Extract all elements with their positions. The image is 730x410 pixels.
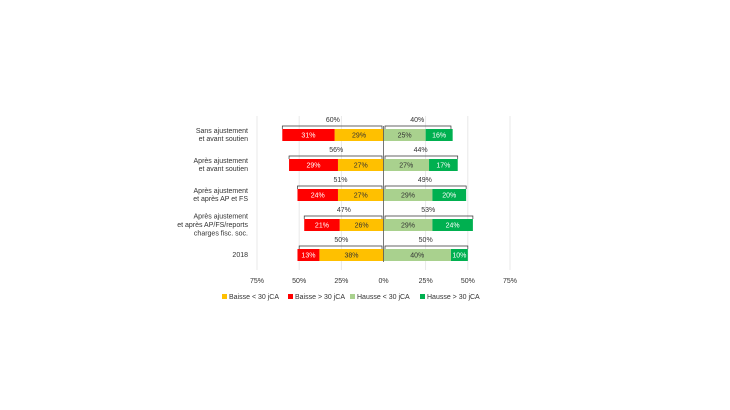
value-label: 29% [306,162,320,169]
total-label: 40% [410,117,424,124]
x-tick-label: 75% [503,278,517,285]
value-label: 24% [446,222,460,229]
value-label: 27% [399,162,413,169]
value-label: 13% [301,252,315,259]
bar-segment [297,249,320,261]
bar-segment [282,129,335,141]
category-label: 2018 [232,252,248,259]
bar-segment [289,159,338,171]
value-label: 24% [311,192,325,199]
bar-segment [429,159,458,171]
bar-segment [337,159,384,171]
x-tick-label: 75% [250,278,264,285]
legend-swatch [288,294,293,299]
legend-label: Baisse < 30 jCA [229,294,279,301]
bar-segment [450,249,468,261]
value-label: 38% [344,252,358,259]
legend-label: Hausse < 30 jCA [357,294,410,301]
value-label: 16% [432,132,446,139]
category-label: Après ajustement et après AP et FS [193,188,248,203]
bar-segment [383,159,430,171]
bar-segment [334,129,384,141]
total-bracket [297,185,383,189]
total-bracket [384,185,467,189]
total-bracket [384,245,469,249]
bar-segment [383,219,433,231]
value-label: 20% [442,192,456,199]
x-tick-label: 0% [378,278,388,285]
x-tick-label: 25% [334,278,348,285]
bar-segment [432,219,473,231]
bar-segment [383,189,433,201]
x-tick-label: 50% [461,278,475,285]
legend-swatch [350,294,355,299]
total-label: 49% [418,177,432,184]
value-label: 10% [452,252,466,259]
total-label: 50% [334,237,348,244]
value-label: 25% [398,132,412,139]
value-label: 40% [410,252,424,259]
bar-segment [425,129,453,141]
bar-segment [383,129,426,141]
bar-segment [337,189,384,201]
total-label: 56% [329,147,343,154]
bar-segment [297,189,338,201]
bar-segment [383,249,451,261]
bar-segment [339,219,384,231]
x-tick-label: 25% [419,278,433,285]
total-label: 50% [419,237,433,244]
legend-label: Baisse > 30 jCA [295,294,345,301]
total-bracket [288,155,383,159]
x-tick-label: 50% [292,278,306,285]
value-label: 29% [401,222,415,229]
total-label: 47% [337,207,351,214]
total-bracket [384,155,459,159]
total-bracket [281,125,383,129]
legend-label: Hausse > 30 jCA [427,294,480,301]
value-label: 27% [354,192,368,199]
value-label: 17% [436,162,450,169]
total-bracket [298,245,383,249]
category-label: Sans ajustement et avant soutien [196,128,248,143]
value-label: 26% [355,222,369,229]
legend-swatch [222,294,227,299]
total-label: 53% [421,207,435,214]
legend-swatch [420,294,425,299]
value-label: 27% [354,162,368,169]
total-bracket [384,215,474,219]
category-label: Après ajustement et avant soutien [194,158,249,173]
total-label: 60% [326,117,340,124]
total-bracket [303,215,383,219]
bar-segment [319,249,384,261]
value-label: 29% [401,192,415,199]
value-label: 31% [301,132,315,139]
bar-segment [432,189,467,201]
value-label: 21% [315,222,329,229]
total-label: 51% [333,177,347,184]
bar-segment [304,219,340,231]
total-bracket [384,125,452,129]
category-label: Après ajustement et après AP/FS/reports ch… [177,213,248,237]
value-label: 29% [352,132,366,139]
total-label: 44% [414,147,428,154]
